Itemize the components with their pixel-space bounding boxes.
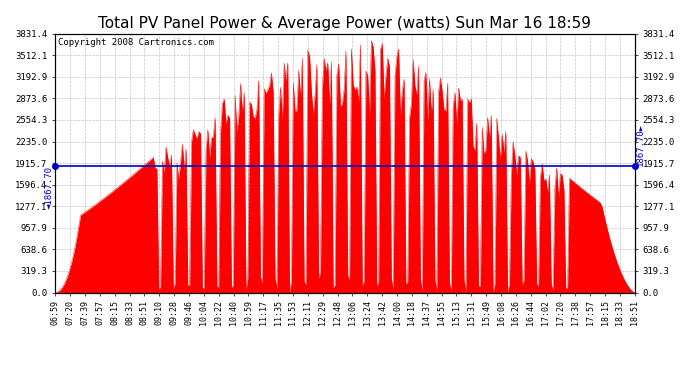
Text: 1867.70►: 1867.70► [636, 123, 645, 166]
Text: Copyright 2008 Cartronics.com: Copyright 2008 Cartronics.com [58, 38, 214, 46]
Text: ◄1867.70: ◄1867.70 [45, 166, 54, 209]
Title: Total PV Panel Power & Average Power (watts) Sun Mar 16 18:59: Total PV Panel Power & Average Power (wa… [99, 16, 591, 31]
